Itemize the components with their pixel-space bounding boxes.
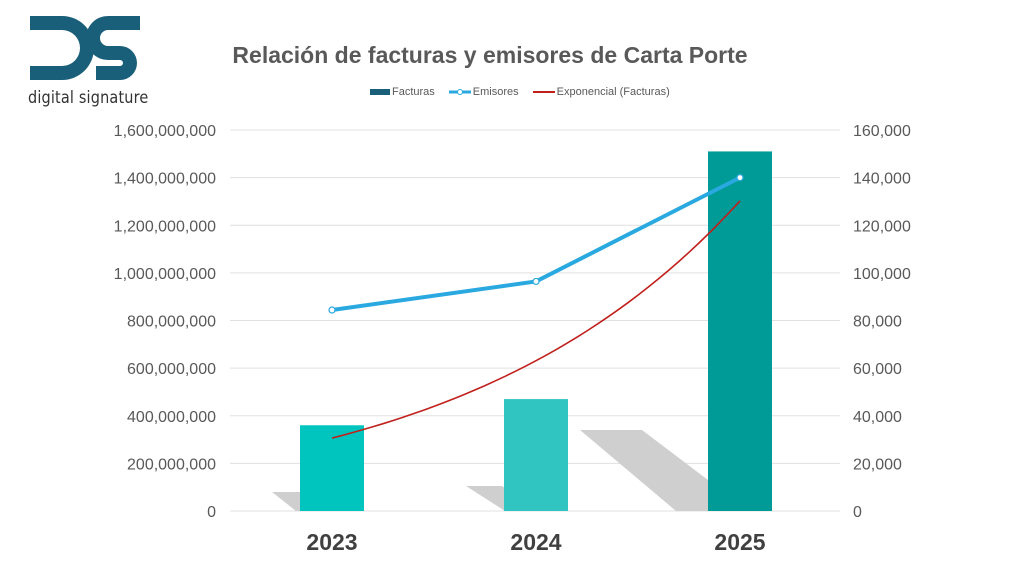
bar-shadow [580, 430, 708, 511]
digital-signature-logo [30, 16, 140, 80]
bar-shadow [272, 492, 300, 511]
y-left-tick-label: 400,000,000 [127, 409, 216, 426]
legend: Facturas Emisores Exponencial (Facturas) [370, 86, 670, 98]
x-tick-label: 2025 [714, 529, 765, 555]
bar-facturas-2025 [708, 151, 772, 511]
y-right-tick-label: 40,000 [853, 409, 902, 426]
y-left-tick-label: 0 [207, 504, 216, 521]
y-right-tick-label: 20,000 [853, 456, 902, 473]
y-right-tick-label: 100,000 [853, 266, 911, 283]
y-left-tick-label: 600,000,000 [127, 361, 216, 378]
x-tick-label: 2023 [306, 529, 357, 555]
y-right-tick-label: 80,000 [853, 314, 902, 331]
y-right-tick-label: 60,000 [853, 361, 902, 378]
point-emisores-2023 [328, 306, 336, 314]
y-left-tick-label: 800,000,000 [127, 314, 216, 331]
legend-label: Facturas [392, 86, 435, 98]
y-right-tick-label: 120,000 [853, 218, 911, 235]
y-right-tick-label: 0 [853, 504, 862, 521]
bar-shadow [466, 486, 540, 511]
point-emisores-2025 [736, 174, 744, 182]
trendline-exponencial [331, 200, 741, 439]
legend-item-facturas: Facturas [370, 86, 435, 98]
y-right-tick-label: 140,000 [853, 171, 911, 188]
bar-facturas-2023 [300, 425, 364, 511]
y-right-tick-label: 160,000 [853, 123, 911, 140]
point-emisores-2024 [532, 277, 540, 286]
y-left-tick-label: 200,000,000 [127, 456, 216, 473]
x-tick-label: 2024 [510, 529, 561, 555]
legend-label: Emisores [472, 86, 519, 98]
chart-title: Relación de facturas y emisores de Carta… [232, 42, 748, 68]
y-left-tick-label: 1,000,000,000 [114, 266, 216, 283]
y-left-tick-label: 1,400,000,000 [114, 171, 216, 188]
logo-text: digital signature [28, 88, 149, 108]
legend-item-trendline: Exponencial (Facturas) [532, 86, 670, 98]
y-left-tick-label: 1,200,000,000 [114, 218, 216, 235]
legend-item-emisores: Emisores [448, 86, 519, 98]
y-left-tick-label: 1,600,000,000 [114, 123, 216, 140]
legend-label: Exponencial (Facturas) [556, 86, 670, 98]
bar-facturas-2024 [504, 399, 568, 511]
line-emisores [331, 175, 741, 313]
